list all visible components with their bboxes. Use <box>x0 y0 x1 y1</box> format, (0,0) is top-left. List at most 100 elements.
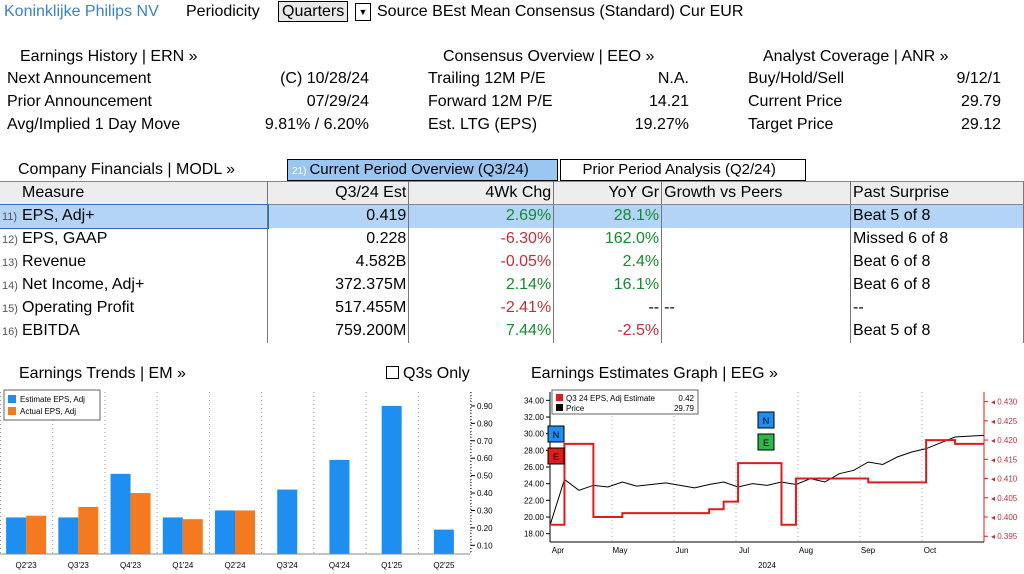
cell-surprise[interactable]: -- <box>850 296 1024 320</box>
marker-box <box>547 425 565 443</box>
row-label: Current Price <box>748 93 843 110</box>
y-tick-label: 0.40 <box>477 489 493 498</box>
left-tick-label: 28.00 <box>524 446 545 455</box>
tab-label: Prior Period Analysis (Q2/24) <box>582 161 776 178</box>
legend-swatch <box>8 395 16 403</box>
col-header-chg[interactable]: 4Wk Chg <box>408 181 555 205</box>
cell-peers: -- <box>661 296 852 320</box>
legend-label: Estimate EPS, Adj <box>20 395 85 404</box>
row-label: Target Price <box>748 116 834 133</box>
col-header-est[interactable]: Q3/24 Est <box>267 181 410 205</box>
table-row[interactable]: 16) EBITDA 759.200M 7.44% -2.5% Beat 5 of 8 <box>0 319 1024 343</box>
analyst-coverage-title[interactable]: Analyst Coverage | ANR » <box>763 47 949 67</box>
bar-estimate <box>433 529 454 554</box>
company-financials-link[interactable]: Company Financials | MODL » <box>18 161 235 178</box>
cell-measure[interactable]: 11) EPS, Adj+ <box>0 203 269 229</box>
consensus-row: Est. LTG (EPS) 19.27% <box>428 113 689 136</box>
cell-surprise[interactable]: Beat 6 of 8 <box>850 250 1024 274</box>
measure-label: EBITDA <box>22 322 80 339</box>
x-tick-label: Q2'23 <box>16 561 38 570</box>
row-index: 12) <box>2 234 18 246</box>
cell-surprise[interactable]: Missed 6 of 8 <box>850 227 1024 251</box>
legend-label: Actual EPS, Adj <box>20 407 76 416</box>
consensus-overview-title[interactable]: Consensus Overview | EEO » <box>443 47 654 67</box>
table-row[interactable]: 12) EPS, GAAP 0.228 -6.30% 162.0% Missed 6 of… <box>0 227 1024 251</box>
analyst-coverage-panel: Buy/Hold/Sell 9/12/1 Current Price 29.79… <box>748 67 1001 136</box>
y-tick-label: 0.70 <box>477 437 493 446</box>
tab-prior-period[interactable]: 22) Prior Period Analysis (Q2/24) <box>560 159 806 181</box>
table-row[interactable]: 13) Revenue 4.582B -0.05% 2.4% Beat 6 of 8 <box>0 250 1024 274</box>
bar-actual <box>182 519 203 554</box>
table-row[interactable]: 14) Net Income, Adj+ 372.375M 2.14% 16.1% Bea… <box>0 273 1024 297</box>
left-tick-label: 26.00 <box>524 463 545 472</box>
row-label: Trailing 12M P/E <box>428 70 546 87</box>
row-value: 9.81% / 6.20% <box>264 116 369 133</box>
event-marker: N <box>757 411 775 429</box>
row-value: (C) 10/28/24 <box>280 70 369 87</box>
col-header-surprise[interactable]: Past Surprise <box>850 181 1024 205</box>
left-tick-label: 34.00 <box>524 396 545 405</box>
company-name[interactable]: Koninklijke Philips NV <box>4 3 159 20</box>
x-tick-label: Q2'24 <box>224 561 246 570</box>
earnings-history-row: Next Announcement (C) 10/28/24 <box>7 67 369 90</box>
left-tick-label: 30.00 <box>524 430 545 439</box>
cell-surprise[interactable]: Beat 6 of 8 <box>850 273 1024 297</box>
cell-chg: 7.44% <box>408 319 555 343</box>
legend-swatch <box>8 407 16 415</box>
col-header-peers[interactable]: Growth vs Peers <box>661 181 852 205</box>
right-tick-label: ◂ 0.415 <box>991 455 1018 464</box>
cell-measure[interactable]: 15) Operating Profit <box>0 296 269 320</box>
col-header-yoy[interactable]: YoY Gr <box>553 181 663 205</box>
earnings-trends-chart: 0.10 0.20 0.30 0.40 0.50 0.60 0.70 0.80 0.90 Q2'2… <box>0 389 493 570</box>
table-row[interactable]: 15) Operating Profit 517.455M -2.41% -- -- -- <box>0 296 1024 320</box>
y-tick-label: 0.30 <box>477 506 493 515</box>
consensus-row: Forward 12M P/E 14.21 <box>428 90 689 113</box>
company-financials-title[interactable]: Company Financials | MODL » <box>18 160 235 180</box>
cell-yoy: -- <box>553 296 663 320</box>
x-tick-label: Q1'25 <box>381 561 403 570</box>
earnings-history-title[interactable]: Earnings History | ERN » <box>20 47 198 67</box>
cell-yoy: 28.1% <box>553 204 663 228</box>
checkbox-label: Q3s Only <box>403 365 470 382</box>
cell-peers <box>661 250 852 274</box>
y-tick-label: 0.90 <box>477 402 493 411</box>
earnings-estimates-title[interactable]: Earnings Estimates Graph | EEG » <box>531 365 778 382</box>
legend-value: 29.79 <box>674 404 695 413</box>
cell-est: 759.200M <box>267 319 410 343</box>
cell-measure[interactable]: 16) EBITDA <box>0 319 269 343</box>
left-tick-label: 18.00 <box>524 530 545 539</box>
cell-surprise[interactable]: Beat 5 of 8 <box>850 204 1024 228</box>
legend-box <box>551 389 699 415</box>
x-tick-label: Q2'25 <box>433 561 455 570</box>
x-tick-label: Oct <box>924 546 937 555</box>
analyst-row: Target Price 29.12 <box>748 113 1001 136</box>
cell-chg: 2.69% <box>408 204 555 228</box>
consensus-row: Trailing 12M P/E N.A. <box>428 67 689 90</box>
cell-measure[interactable]: 14) Net Income, Adj+ <box>0 273 269 297</box>
measure-label: Revenue <box>22 253 87 270</box>
marker-label: E <box>763 438 769 448</box>
analyst-coverage-link[interactable]: Analyst Coverage | ANR » <box>763 48 949 65</box>
row-label: Next Announcement <box>7 70 152 87</box>
cell-measure[interactable]: 12) EPS, GAAP <box>0 227 269 251</box>
measure-label: Operating Profit <box>22 299 135 316</box>
x-tick-label: Apr <box>552 546 565 555</box>
chevron-down-icon[interactable]: ▼ <box>355 3 371 21</box>
tab-current-period[interactable]: 21) Current Period Overview (Q3/24) <box>287 159 558 181</box>
cell-measure[interactable]: 13) Revenue <box>0 250 269 274</box>
earnings-history-link[interactable]: Earnings History | ERN » <box>20 48 198 65</box>
q3-only-checkbox[interactable]: Q3s Only <box>386 364 470 384</box>
cell-surprise[interactable]: Beat 5 of 8 <box>850 319 1024 343</box>
table-row[interactable]: 11) EPS, Adj+ 0.419 2.69% 28.1% Beat 5 of 8 <box>0 203 1024 229</box>
checkbox-icon[interactable] <box>386 366 399 379</box>
earnings-trends-title[interactable]: Earnings Trends | EM » <box>19 365 186 382</box>
marker-label: N <box>553 430 560 440</box>
earnings-estimates-chart: 18.00 20.00 22.00 24.00 26.00 28.00 30.00 32.00… <box>524 389 1018 570</box>
right-tick-label: ◂ 0.430 <box>991 398 1018 407</box>
periodicity-select[interactable]: Quarters <box>278 1 349 22</box>
consensus-overview-link[interactable]: Consensus Overview | EEO » <box>443 48 655 65</box>
cell-peers <box>661 204 852 228</box>
col-header-measure[interactable]: Measure <box>0 181 269 205</box>
tab-label: Current Period Overview (Q3/24) <box>309 161 529 178</box>
periodicity-label: Periodicity <box>186 3 260 20</box>
